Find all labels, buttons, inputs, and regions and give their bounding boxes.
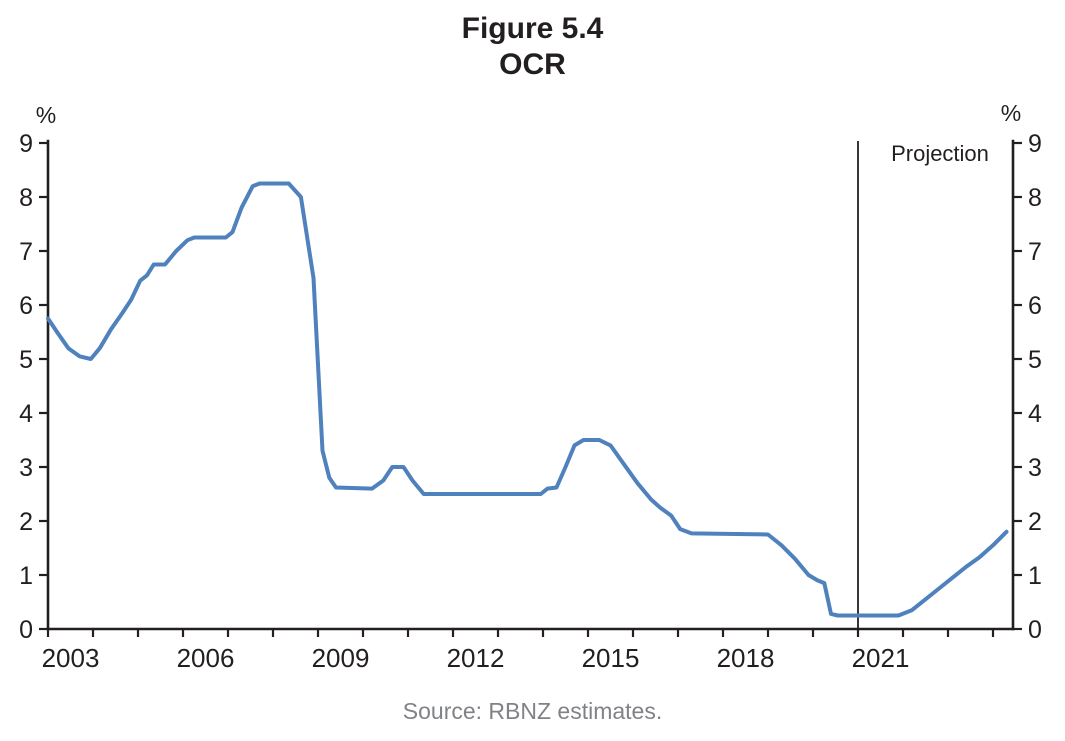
right-y-tick-label: 4: [1028, 400, 1042, 428]
right-y-tick-label: 3: [1028, 454, 1042, 482]
left-y-tick-label: 1: [19, 562, 33, 590]
figure-title: Figure 5.4: [461, 12, 604, 45]
x-tick-label: 2006: [177, 643, 235, 673]
left-y-tick-label: 3: [19, 454, 33, 482]
x-tick-label: 2015: [582, 643, 640, 673]
right-y-tick-label: 6: [1028, 292, 1042, 320]
right-y-tick-label: 5: [1028, 346, 1042, 374]
source-caption: Source: RBNZ estimates.: [402, 698, 663, 724]
x-tick-label: 2021: [852, 643, 910, 673]
right-y-tick-label: 8: [1028, 184, 1042, 212]
left-y-tick-label: 0: [19, 616, 33, 644]
right-y-tick-label: 0: [1028, 616, 1042, 644]
left-y-tick-label: 8: [19, 184, 33, 212]
left-axis-unit-label: %: [35, 102, 57, 128]
x-tick-label: 2018: [717, 643, 775, 673]
right-axis-unit-label: %: [1000, 100, 1022, 126]
right-y-tick-label: 1: [1028, 562, 1042, 590]
left-y-tick-label: 9: [19, 130, 33, 158]
right-y-tick-label: 7: [1028, 238, 1042, 266]
right-y-tick-label: 2: [1028, 508, 1042, 536]
left-y-tick-label: 6: [19, 292, 33, 320]
figure-subtitle: OCR: [499, 48, 566, 81]
left-y-tick-label: 2: [19, 508, 33, 536]
left-y-tick-label: 7: [19, 238, 33, 266]
x-tick-label: 2009: [312, 643, 370, 673]
projection-label: Projection: [891, 141, 989, 166]
left-y-tick-label: 5: [19, 346, 33, 374]
x-tick-label: 2012: [447, 643, 505, 673]
left-y-tick-label: 4: [19, 400, 33, 428]
right-y-tick-label: 9: [1028, 130, 1042, 158]
ocr-series-line: [46, 181, 1009, 618]
x-tick-label: 2003: [42, 643, 100, 673]
